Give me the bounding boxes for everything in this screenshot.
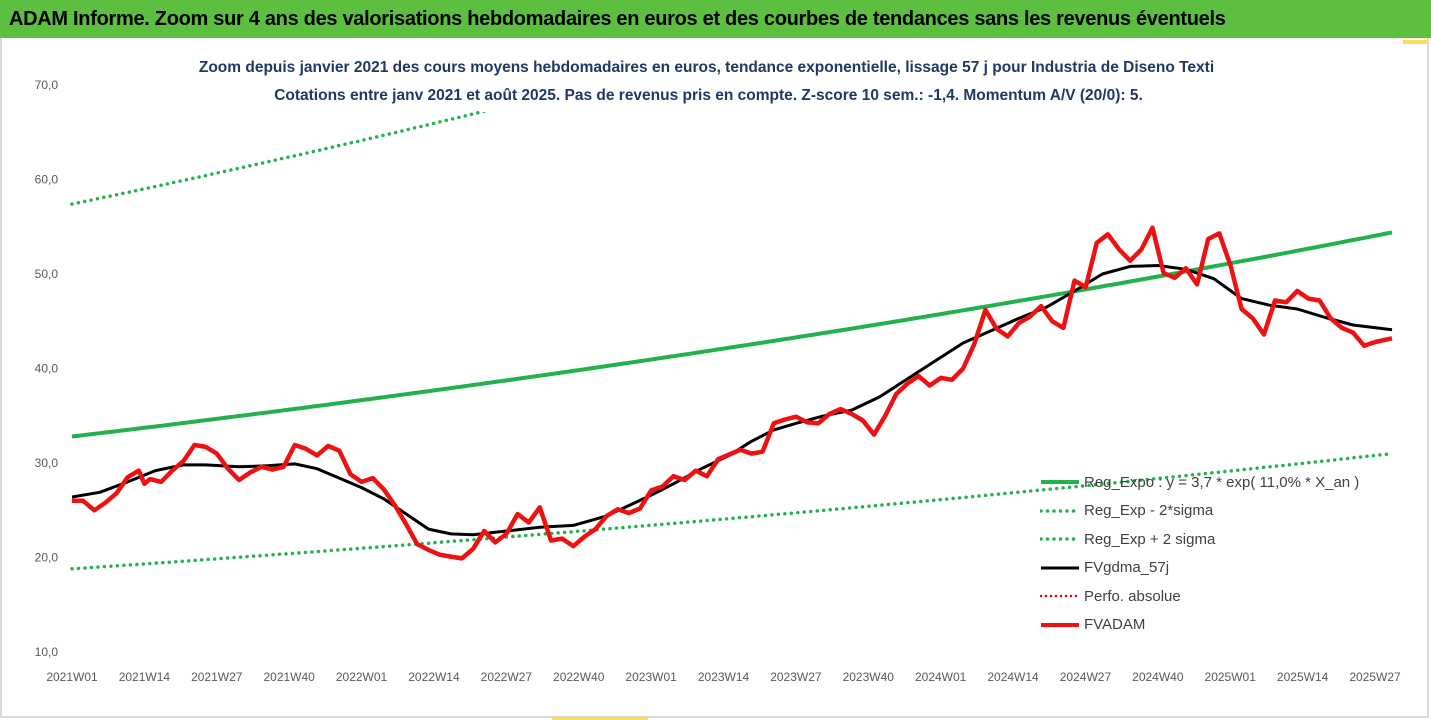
- legend-item: FVgdma_57j: [1040, 554, 1370, 583]
- series-line-solid-green: [71, 230, 1393, 439]
- legend-swatch: [1041, 622, 1079, 627]
- y-tick-label: 40,0: [35, 362, 59, 376]
- chart-frame: [0, 38, 1429, 718]
- x-tick-label: 2023W01: [625, 670, 677, 684]
- header-bar: ADAM Informe. Zoom sur 4 ans des valoris…: [0, 0, 1431, 38]
- x-tick-label: 2025W14: [1277, 670, 1329, 684]
- legend-item: FVADAM: [1040, 611, 1370, 640]
- legend-swatch: [1040, 595, 1080, 598]
- series-line-dotted-green: [70, 451, 1394, 571]
- chart-series: [70, 60, 1394, 571]
- x-tick-label: 2021W40: [263, 670, 315, 684]
- x-tick-label: 2021W01: [46, 670, 98, 684]
- x-tick-label: 2025W01: [1205, 670, 1257, 684]
- x-tick-label: 2022W40: [553, 670, 605, 684]
- series-line-solid-red: [72, 225, 1393, 561]
- legend-swatch: [1041, 480, 1079, 485]
- legend-swatch: [1041, 566, 1079, 570]
- y-tick-label: 10,0: [35, 645, 59, 659]
- report-title: ADAM Informe. Zoom sur 4 ans des valoris…: [9, 7, 1226, 30]
- x-tick-label: 2024W27: [1060, 670, 1112, 684]
- x-axis-ticks: 2021W01 2021W14 2021W27 2021W40 2022W01 2022W…: [46, 670, 1401, 684]
- x-tick-label: 2023W14: [698, 670, 750, 684]
- legend-label: Perfo. absolue: [1084, 587, 1181, 605]
- corner-accent: [1403, 40, 1427, 44]
- chart-title: Zoom depuis janvier 2021 des cours moyen…: [198, 59, 1215, 76]
- x-tick-label: 2021W14: [119, 670, 171, 684]
- chart-subtitle: Cotations entre janv 2021 et août 2025. …: [274, 87, 1143, 104]
- legend-swatch: [1040, 537, 1080, 541]
- legend-label: Reg_Expo : y = 3,7 * exp( 11,0% * X_an ): [1084, 473, 1360, 491]
- y-axis-ticks: 10,0 20,0 30,0 40,0 50,0 60,0 70,0: [35, 78, 59, 659]
- x-tick-label: 2023W27: [770, 670, 822, 684]
- legend-item: Reg_Exp - 2*sigma: [1040, 497, 1370, 526]
- y-tick-label: 60,0: [35, 173, 59, 187]
- x-tick-label: 2023W40: [843, 670, 895, 684]
- y-tick-label: 70,0: [35, 78, 59, 92]
- bottom-accent: [552, 717, 648, 720]
- legend-swatch: [1040, 509, 1080, 513]
- y-tick-label: 50,0: [35, 267, 59, 281]
- x-tick-label: 2024W14: [987, 670, 1039, 684]
- x-tick-label: 2021W27: [191, 670, 243, 684]
- y-tick-label: 20,0: [35, 551, 59, 565]
- x-tick-label: 2022W14: [408, 670, 460, 684]
- x-tick-label: 2022W01: [336, 670, 388, 684]
- x-tick-label: 2025W27: [1349, 670, 1401, 684]
- legend-label: Reg_Exp - 2*sigma: [1084, 502, 1214, 520]
- x-tick-label: 2024W01: [915, 670, 967, 684]
- legend-label: Reg_Exp + 2 sigma: [1084, 530, 1216, 548]
- legend-label: FVgdma_57j: [1084, 559, 1170, 577]
- x-tick-label: 2024W40: [1132, 670, 1184, 684]
- legend-label: FVADAM: [1084, 616, 1146, 634]
- chart-legend: Reg_Expo : y = 3,7 * exp( 11,0% * X_an )…: [1040, 468, 1370, 639]
- legend-item: Reg_Exp + 2 sigma: [1040, 525, 1370, 554]
- legend-item: Reg_Expo : y = 3,7 * exp( 11,0% * X_an ): [1040, 468, 1370, 497]
- y-tick-label: 30,0: [35, 456, 59, 470]
- x-tick-label: 2022W27: [481, 670, 533, 684]
- legend-item: Perfo. absolue: [1040, 582, 1370, 611]
